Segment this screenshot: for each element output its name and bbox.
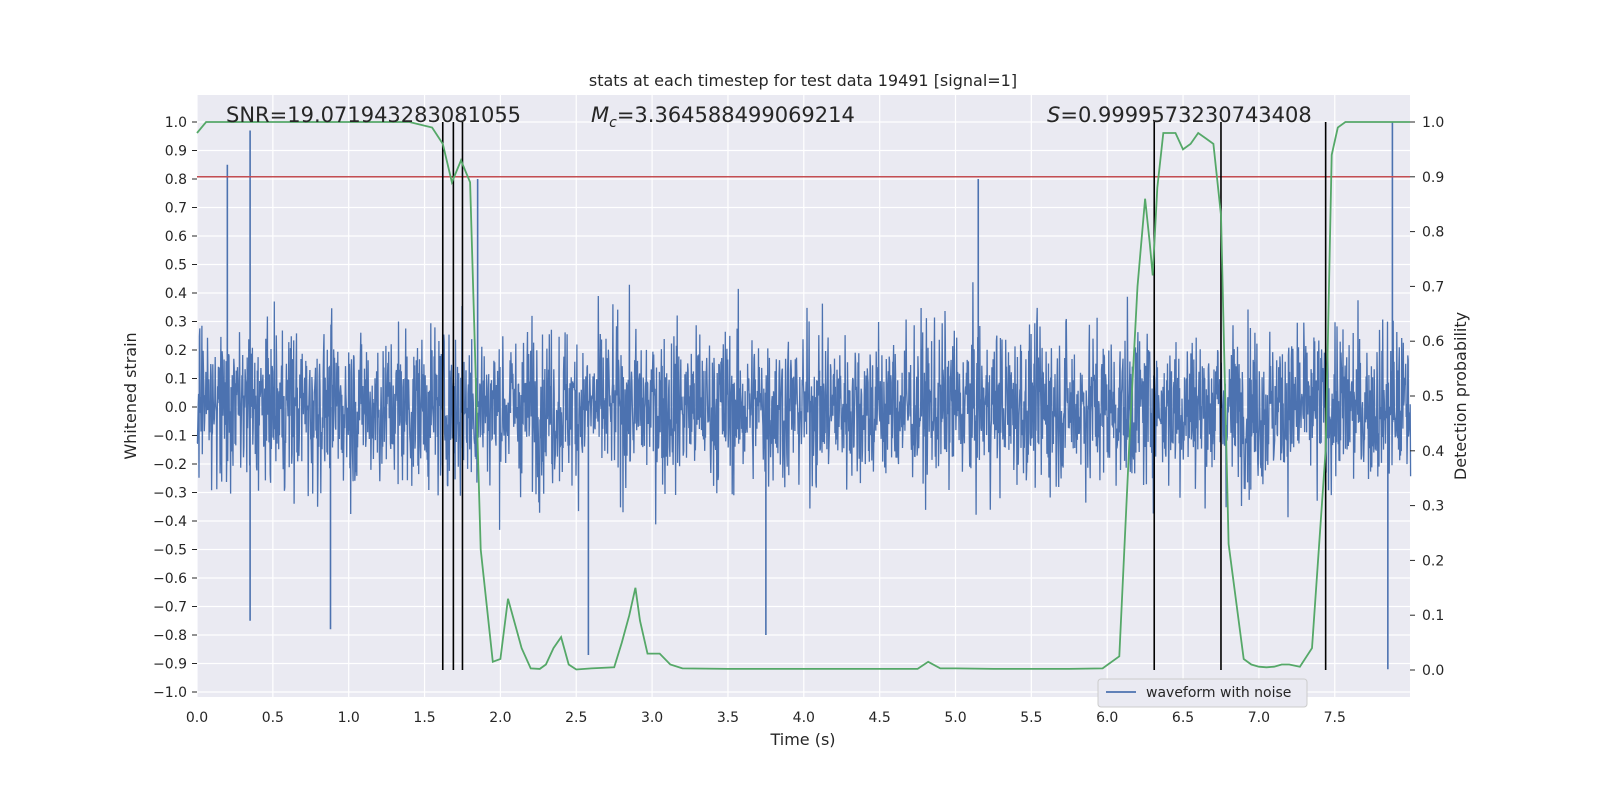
legend-box	[1097, 678, 1308, 708]
chirp-mass-symbol: M	[591, 103, 609, 127]
y-tick-label-left: 1.0	[165, 115, 187, 131]
y-tick-label-left: −0.6	[153, 571, 187, 587]
legend: waveform with noise	[1097, 678, 1308, 708]
overlay-layer	[196, 121, 1410, 671]
x-tick-label: 2.5	[565, 710, 587, 726]
y-tick-label-left: −0.9	[153, 657, 187, 673]
y-axis-label-right: Detection probability	[1451, 312, 1470, 480]
x-tick-label: 6.5	[1172, 710, 1194, 726]
y-tick-label-left: 0.4	[165, 286, 187, 302]
s-value: =0.9999573230743408	[1060, 103, 1311, 127]
detection-probability-line	[196, 121, 1410, 671]
y-tick-label-left: −0.2	[153, 457, 187, 473]
x-tick-label: 0.5	[262, 710, 284, 726]
y-tick-label-left: 0.3	[165, 315, 187, 331]
y-tick-label-left: 0.1	[165, 372, 187, 388]
x-tick-label: 5.5	[1020, 710, 1042, 726]
y-axis-label-left: Whitened strain	[121, 332, 140, 459]
snr-annotation: SNR=19.071943283081055	[226, 103, 521, 127]
y-tick-label-right: 0.5	[1422, 389, 1444, 405]
y-tick-label-right: 1.0	[1422, 115, 1444, 131]
y-tick-label-right: 0.2	[1422, 553, 1444, 569]
y-tick-label-left: −0.1	[153, 429, 187, 445]
y-tick-label-left: 0.9	[165, 144, 187, 160]
y-tick-label-left: 0.7	[165, 201, 187, 217]
y-tick-label-left: −0.3	[153, 486, 187, 502]
x-tick-label: 0.0	[186, 710, 208, 726]
x-tick-label: 5.0	[944, 710, 966, 726]
y-tick-label-left: 0.5	[165, 258, 187, 274]
chirp-mass-subscript: c	[609, 115, 617, 131]
x-tick-label: 4.5	[869, 710, 891, 726]
y-tick-label-right: 0.0	[1422, 663, 1444, 679]
x-tick-label: 2.0	[489, 710, 511, 726]
chart-title: stats at each timestep for test data 194…	[589, 71, 1017, 90]
x-tick-label: 3.0	[641, 710, 663, 726]
x-tick-label: 3.5	[717, 710, 739, 726]
x-tick-label: 1.5	[413, 710, 435, 726]
s-symbol: S	[1047, 103, 1060, 127]
y-tick-label-right: 0.9	[1422, 170, 1444, 186]
y-tick-label-left: −0.4	[153, 514, 187, 530]
y-tick-label-left: 0.6	[165, 229, 187, 245]
y-tick-label-right: 0.8	[1422, 225, 1444, 241]
waveform-with-noise-line	[196, 282, 1412, 530]
y-tick-label-left: 0.2	[165, 343, 187, 359]
y-tick-label-left: −0.8	[153, 628, 187, 644]
x-tick-label: 6.0	[1096, 710, 1118, 726]
y-tick-label-right: 0.7	[1422, 279, 1444, 295]
tick-labels: 0.0 0.5 1.0 1.5 2.0 2.5 3.0 3.5 4.0 4.5 5.0 5.5 6.0 6…	[153, 115, 1444, 726]
y-tick-label-left: 0.8	[165, 172, 187, 188]
chirp-mass-value: =3.364588499069214	[617, 103, 855, 127]
x-tick-label: 4.0	[793, 710, 815, 726]
y-tick-label-left: −0.5	[153, 543, 187, 559]
y-tick-label-left: −1.0	[153, 685, 187, 701]
y-tick-label-left: −0.7	[153, 600, 187, 616]
y-tick-label-right: 0.6	[1422, 334, 1444, 350]
x-tick-label: 7.5	[1324, 710, 1346, 726]
legend-label: waveform with noise	[1146, 685, 1291, 701]
y-tick-label-left: 0.0	[165, 400, 187, 416]
x-axis-label: Time (s)	[769, 730, 835, 749]
y-tick-label-right: 0.3	[1422, 499, 1444, 515]
y-tick-label-right: 0.1	[1422, 608, 1444, 624]
y-tick-label-right: 0.4	[1422, 444, 1444, 460]
x-tick-label: 7.0	[1248, 710, 1270, 726]
s-annotation: S=0.9999573230743408	[1047, 103, 1312, 127]
chirp-mass-annotation: Mc=3.364588499069214	[591, 103, 855, 131]
waveform-with-noise-series	[196, 122, 1412, 670]
x-tick-label: 1.0	[338, 710, 360, 726]
